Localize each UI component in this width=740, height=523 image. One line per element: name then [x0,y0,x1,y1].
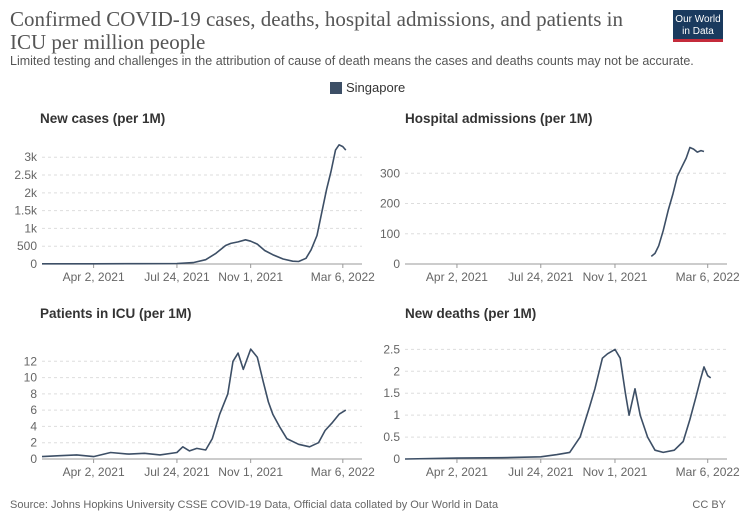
x-tick-label: Jul 24, 2021 [144,465,210,479]
panel-title-1: Hospital admissions (per 1M) [405,111,593,126]
panel-title-2: Patients in ICU (per 1M) [40,306,192,321]
x-tick-label: Jul 24, 2021 [508,270,574,284]
logo-line-1: Our World [675,14,721,25]
y-tick-label: 100 [380,227,400,241]
x-tick-label: Apr 2, 2021 [426,270,488,284]
x-tick-label: Apr 2, 2021 [63,465,125,479]
y-tick-label: 1 [393,408,400,422]
y-tick-label: 2.5 [383,342,400,356]
y-tick-label: 3k [24,150,38,164]
panel-title-3: New deaths (per 1M) [405,306,536,321]
y-tick-label: 1k [24,221,38,235]
y-tick-label: 200 [380,197,400,211]
y-tick-label: 2.5k [14,168,38,182]
x-tick-label: Nov 1, 2021 [218,270,283,284]
x-tick-label: Nov 1, 2021 [218,465,283,479]
legend-swatch [330,81,342,94]
y-tick-label: 0 [393,257,400,271]
chart-subtitle: Limited testing and challenges in the at… [10,54,694,68]
y-tick-label: 4 [30,419,37,433]
y-tick-label: 0 [30,452,37,466]
y-tick-label: 0.5 [383,430,400,444]
x-tick-label: Jul 24, 2021 [508,465,574,479]
series-line-singapore [650,146,705,258]
y-tick-label: 0 [30,257,37,271]
y-tick-label: 500 [17,239,37,253]
series-line-singapore [41,348,347,458]
owid-logo[interactable]: Our World in Data [673,10,723,42]
y-tick-label: 8 [30,387,37,401]
panel-title-0: New cases (per 1M) [40,111,165,126]
y-tick-label: 2 [30,436,37,450]
license-link[interactable]: CC BY [692,499,726,511]
x-tick-label: Nov 1, 2021 [583,465,648,479]
x-tick-label: Apr 2, 2021 [426,465,488,479]
x-tick-label: Mar 6, 2022 [676,270,740,284]
x-tick-label: Nov 1, 2021 [583,270,648,284]
y-tick-label: 300 [380,166,400,180]
x-tick-label: Jul 24, 2021 [144,270,210,284]
x-tick-label: Mar 6, 2022 [311,465,375,479]
source-note: Source: Johns Hopkins University CSSE CO… [10,499,499,511]
x-tick-label: Apr 2, 2021 [63,270,125,284]
legend[interactable]: Singapore [330,80,405,95]
y-tick-label: 2k [24,186,38,200]
x-tick-label: Mar 6, 2022 [311,270,375,284]
y-tick-label: 1.5 [383,386,400,400]
legend-label: Singapore [346,80,406,95]
series-line-singapore [404,348,712,460]
y-tick-label: 6 [30,403,37,417]
y-tick-label: 2 [393,364,400,378]
logo-line-2: in Data [682,26,714,37]
chart-title: Confirmed COVID-19 cases, deaths, hospit… [10,7,623,54]
y-tick-label: 12 [24,354,38,368]
x-tick-label: Mar 6, 2022 [676,465,740,479]
y-tick-label: 10 [24,371,38,385]
series-line-singapore [42,144,347,265]
y-tick-label: 1.5k [14,204,38,218]
y-tick-label: 0 [393,452,400,466]
